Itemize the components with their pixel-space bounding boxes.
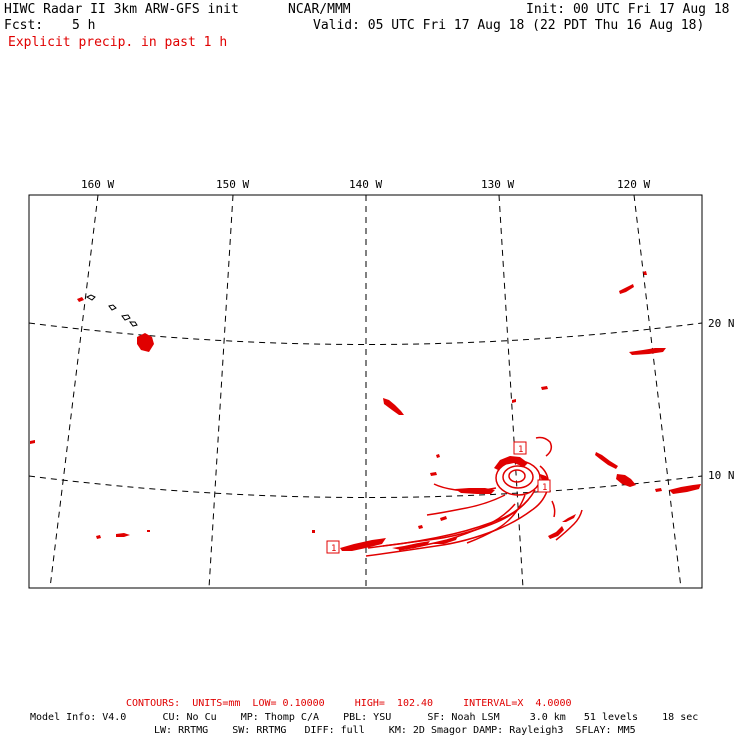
lat-label-10n: 10 N [708, 469, 735, 482]
meridian-160w [49, 194, 99, 589]
fcst-label: Fcst: [4, 18, 44, 33]
field-description: Explicit precip. in past 1 h [8, 35, 228, 50]
valid-time: Valid: 05 UTC Fri 17 Aug 18 (22 PDT Thu … [313, 18, 705, 33]
lon-label-160w: 160 W [81, 178, 114, 191]
lon-label-120w: 120 W [617, 178, 650, 191]
center-label: NCAR/MMM [288, 2, 351, 17]
marker-box-2 [537, 479, 551, 493]
lon-label-130w: 130 W [481, 178, 514, 191]
graticule [28, 194, 703, 589]
fcst-value: 5 h [72, 18, 96, 33]
model-info-line2: LW: RRTMG SW: RRTMG DIFF: full KM: 2D Sm… [154, 725, 636, 736]
plot-title: HIWC Radar II 3km ARW-GFS init [4, 2, 239, 17]
marker-box-1 [513, 441, 527, 455]
marker-label-1: 1 [518, 445, 523, 455]
marker-label-2: 1 [542, 483, 547, 493]
precip-hawaii [77, 297, 154, 352]
marker-label-3: 1 [331, 544, 336, 554]
precip-scattered [30, 271, 701, 539]
meridian-130w [498, 194, 524, 589]
lon-label-140w: 140 W [349, 178, 382, 191]
init-time: Init: 00 UTC Fri 17 Aug 18 [526, 2, 730, 17]
marker-box-3 [326, 540, 340, 554]
lon-label-150w: 150 W [216, 178, 249, 191]
meridian-150w [208, 194, 234, 589]
hawaii-coastline [85, 294, 138, 327]
lat-label-20n: 20 N [708, 317, 735, 330]
model-info-line1: Model Info: V4.0 CU: No Cu MP: Thomp C/A… [30, 712, 699, 723]
contour-markers [326, 441, 551, 554]
contours-info: CONTOURS: UNITS=mm LOW= 0.10000 HIGH= 10… [126, 698, 572, 709]
meridian-120w [633, 194, 682, 589]
